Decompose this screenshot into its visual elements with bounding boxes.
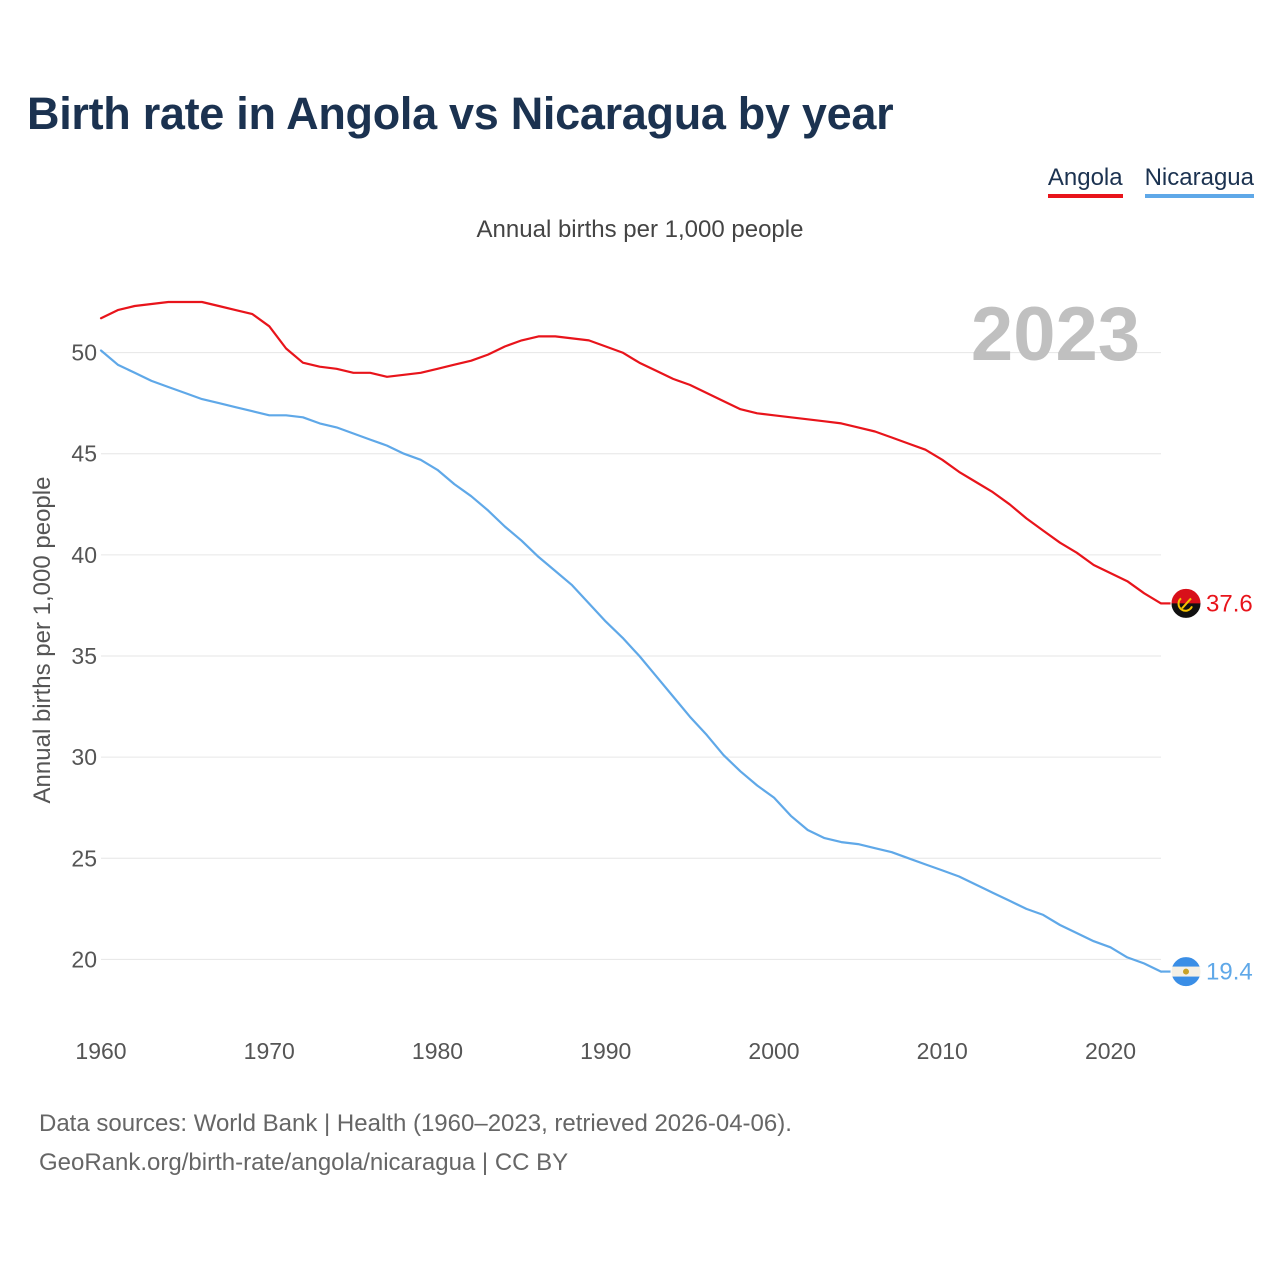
- y-tick-label: 30: [71, 744, 97, 770]
- series-line-angola[interactable]: [99, 300, 1163, 605]
- x-axis-ticks: 1960 1970 1980 1990 2000 2010 2020: [75, 1038, 1136, 1064]
- x-tick-label: 2010: [917, 1038, 968, 1064]
- x-tick-label: 1990: [580, 1038, 631, 1064]
- end-value-label-nicaragua: 19.4: [1206, 959, 1253, 986]
- y-tick-label: 40: [71, 542, 97, 568]
- series-lines: [99, 300, 1163, 973]
- grid-lines: [101, 352, 1161, 960]
- footer: Data sources: World Bank | Health (1960–…: [39, 1104, 792, 1182]
- x-tick-label: 2020: [1085, 1038, 1136, 1064]
- y-tick-label: 20: [71, 946, 97, 972]
- x-tick-label: 2000: [748, 1038, 799, 1064]
- data-sources-text: Data sources: World Bank | Health (1960–…: [39, 1110, 792, 1137]
- credit-link[interactable]: GeoRank.org/birth-rate/angola/nicaragua …: [39, 1149, 569, 1176]
- series-endpoints: 37.6 19.4: [1161, 587, 1253, 988]
- year-overlay: 2023: [971, 292, 1140, 377]
- chart-title: Birth rate in Angola vs Nicaragua by yea…: [27, 88, 894, 139]
- legend-item-angola[interactable]: Angola: [1047, 164, 1123, 198]
- x-tick-label: 1980: [412, 1038, 463, 1064]
- y-tick-label: 45: [71, 441, 97, 467]
- y-axis-label: Annual births per 1,000 people: [29, 477, 56, 804]
- series-line-nicaragua[interactable]: [99, 349, 1163, 973]
- legend-item-nicaragua[interactable]: Nicaragua: [1144, 164, 1254, 198]
- y-tick-label: 25: [71, 845, 97, 871]
- chart-subtitle: Annual births per 1,000 people: [476, 216, 804, 243]
- legend: Angola Nicaragua: [1047, 164, 1254, 198]
- y-tick-label: 50: [71, 340, 97, 366]
- x-tick-label: 1970: [244, 1038, 295, 1064]
- x-tick-label: 1960: [75, 1038, 126, 1064]
- angola-flag-icon: [1170, 587, 1202, 619]
- y-axis-ticks: 20 25 30 35 40 45 50: [71, 340, 97, 973]
- end-value-label-angola: 37.6: [1206, 590, 1253, 617]
- nicaragua-flag-icon: [1170, 956, 1202, 988]
- y-tick-label: 35: [71, 643, 97, 669]
